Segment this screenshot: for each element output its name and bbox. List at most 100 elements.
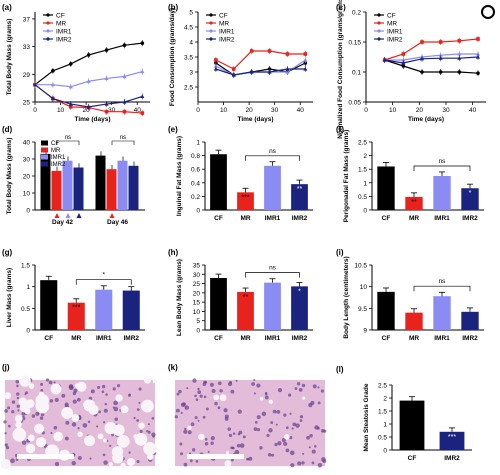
nucleus [71,422,77,427]
nucleus [281,438,286,443]
nucleus [232,432,236,435]
vacuole [16,420,22,425]
nucleus [306,435,310,440]
nucleus [322,459,327,464]
vacuole [12,427,27,442]
arrow-marker [76,213,82,218]
nucleus [266,433,270,437]
legend-swatch-CF [41,140,48,146]
point-IMR1 [438,53,443,57]
vacuole [138,422,145,429]
point-IMR1 [140,69,145,74]
nucleus [192,378,197,383]
nucleus [199,394,203,398]
vacuole [134,433,148,446]
nucleus [283,441,288,446]
bar-CF [40,280,58,330]
nucleus [205,407,209,411]
panel-label-g: (g) [2,248,13,257]
x-tick-label: CF [408,455,417,462]
nucleus [256,415,261,420]
panel-label-b: (b) [168,3,179,12]
arrow-marker [109,213,115,218]
nucleus [138,401,141,404]
panel-label-e: (e) [168,125,178,134]
nucleus [76,397,81,402]
vacuole [50,383,62,395]
point-IMR2 [420,56,424,61]
nucleus [259,446,263,450]
nucleus [270,421,274,424]
nucleus [40,382,44,386]
point-MR [285,52,290,56]
arrow-marker [65,213,71,218]
nucleus [294,387,298,391]
x-tick-label: MR [409,335,419,342]
vacuole [120,462,126,468]
nucleus [105,393,108,396]
nucleus [210,441,214,445]
legend-marker-MR [46,21,50,25]
series-line-IMR1 [215,59,306,76]
panel-label-i: (i) [336,248,344,257]
chart-c: 0.05 0.1 0.15 0.2 Normalized Food Consumptio… [337,0,486,139]
nucleus [3,420,7,424]
bracket [75,279,132,285]
nucleus [272,409,277,414]
point-MR [267,49,272,53]
y-tick-label: 29 [23,72,31,79]
y-tick-label: 0.5 [378,435,387,442]
nucleus [191,448,196,452]
bar-IMR2 [291,184,308,210]
x-tick-label: 20 [245,107,253,114]
nucleus [194,394,197,398]
nucleus [103,460,108,465]
vacuole [84,435,96,447]
nucleus [82,423,88,428]
nucleus [183,462,188,467]
vacuole [302,396,306,400]
point-CF [68,62,73,66]
point-IMR1 [213,63,218,68]
bar-IMR2 [73,167,84,210]
nucleus [180,402,186,408]
nucleus [237,432,241,436]
y-tick-label: 0 [196,328,200,335]
nucleus [202,415,206,419]
vacuole [35,436,47,448]
x-tick-label: IMR2 [292,335,308,342]
nucleus [7,424,11,428]
legend-label: MR [387,21,397,28]
vacuole [33,423,45,434]
significance-label: * [298,288,301,295]
nucleus [299,415,304,419]
point-IMR1 [401,57,406,62]
bar-MR [405,196,423,210]
chart-f: 0 0.5 1 1.5 2 2.5 Perigonadal Fat Mass (grams)… [343,130,484,222]
nucleus [49,399,54,403]
legend-label: CF [51,141,59,147]
x-tick-label: MR [240,215,250,222]
nucleus [4,443,8,447]
nucleus [184,405,190,410]
y-tick-label: 9.5 [358,306,367,313]
vacuole [25,399,35,409]
nucleus [311,461,315,465]
y-tick-label: 0.5 [358,194,367,201]
nucleus [147,430,151,434]
nucleus [4,432,7,435]
x-tick-label: 40 [134,107,142,114]
x-tick-label: IMR2 [462,335,478,342]
nucleus [61,393,66,398]
legend-label: IMR1 [387,29,403,36]
nucleus [50,431,53,435]
y-tick-label: 0.4 [191,180,200,187]
y-tick-label: 37 [23,16,31,23]
legend-label: CF [387,13,396,20]
nucleus [289,435,293,440]
point-IMR2 [303,66,308,71]
panel-label-a: (a) [2,3,12,12]
y-axis-label: Total Body Mass (grams) [6,19,13,96]
y-tick-label: 30 [23,157,31,164]
